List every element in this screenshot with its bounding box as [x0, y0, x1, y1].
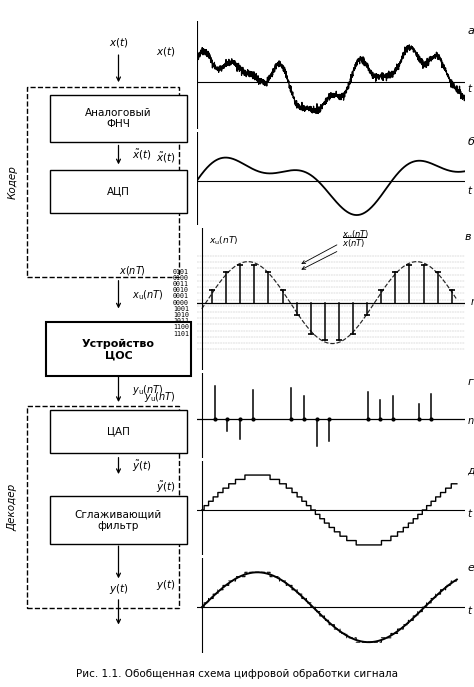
Text: 1001: 1001	[173, 306, 189, 312]
Text: $y(t)$: $y(t)$	[109, 583, 128, 596]
Text: Рис. 1.1. Обобщенная схема цифровой обработки сигнала: Рис. 1.1. Обобщенная схема цифровой обра…	[76, 668, 398, 679]
Text: $y(t)$: $y(t)$	[155, 578, 175, 592]
Text: $\overline{x(nT)}$: $\overline{x(nT)}$	[302, 235, 366, 269]
Text: $y_\mathrm{u}(nT)$: $y_\mathrm{u}(nT)$	[132, 383, 163, 396]
Text: в: в	[465, 232, 471, 242]
Text: Устройство
ЦОС: Устройство ЦОС	[82, 339, 155, 360]
Text: д: д	[467, 466, 474, 476]
Text: Сглаживающий
фильтр: Сглаживающий фильтр	[75, 509, 162, 531]
Text: Декодер: Декодер	[7, 484, 18, 531]
FancyBboxPatch shape	[50, 170, 187, 213]
Text: $t$: $t$	[467, 184, 474, 196]
Text: $t$: $t$	[467, 507, 474, 519]
FancyBboxPatch shape	[50, 410, 187, 453]
Text: $x_\mathrm{u}(nT)$: $x_\mathrm{u}(nT)$	[132, 288, 163, 302]
Text: $nT$: $nT$	[470, 295, 474, 307]
Text: 0001: 0001	[173, 293, 189, 300]
Text: 0101: 0101	[173, 269, 189, 275]
Text: $x(t)$: $x(t)$	[155, 45, 175, 58]
Text: $t$: $t$	[467, 604, 474, 616]
Text: $nT$: $nT$	[467, 414, 474, 426]
Text: е: е	[467, 563, 474, 573]
Text: $\tilde{x}(t)$: $\tilde{x}(t)$	[132, 148, 151, 161]
Text: $x(t)$: $x(t)$	[109, 36, 128, 49]
Text: $\tilde{x}(t)$: $\tilde{x}(t)$	[155, 151, 175, 166]
Text: 0011: 0011	[173, 281, 189, 287]
Text: Аналоговый
ФНЧ: Аналоговый ФНЧ	[85, 108, 152, 129]
Text: АЦП: АЦП	[107, 186, 130, 196]
Text: $y_\mathrm{u}(nT)$: $y_\mathrm{u}(nT)$	[144, 390, 175, 403]
Text: б: б	[467, 137, 474, 147]
Text: а: а	[467, 26, 474, 36]
Text: 0100: 0100	[173, 275, 189, 281]
Text: $\tilde{y}(t)$: $\tilde{y}(t)$	[132, 459, 151, 474]
Text: ЦАП: ЦАП	[107, 427, 130, 436]
Text: $t$: $t$	[467, 82, 474, 94]
Text: 1010: 1010	[173, 312, 189, 318]
Text: $x_\mathrm{u}(nT)$: $x_\mathrm{u}(nT)$	[210, 234, 239, 247]
Text: $x(nT)$: $x(nT)$	[119, 264, 146, 278]
Text: Кодер: Кодер	[7, 165, 18, 199]
Text: 1101: 1101	[173, 330, 189, 337]
Text: 0000: 0000	[173, 300, 189, 306]
Text: 1100: 1100	[173, 324, 189, 330]
Text: 1011: 1011	[173, 318, 189, 324]
FancyBboxPatch shape	[46, 322, 191, 376]
Text: г: г	[467, 377, 473, 387]
FancyBboxPatch shape	[50, 95, 187, 142]
Text: 0010: 0010	[173, 287, 189, 293]
FancyBboxPatch shape	[50, 496, 187, 543]
Text: $\tilde{y}(t)$: $\tilde{y}(t)$	[155, 480, 175, 495]
Text: $x_\mathrm{u}(nT)$: $x_\mathrm{u}(nT)$	[302, 229, 369, 264]
